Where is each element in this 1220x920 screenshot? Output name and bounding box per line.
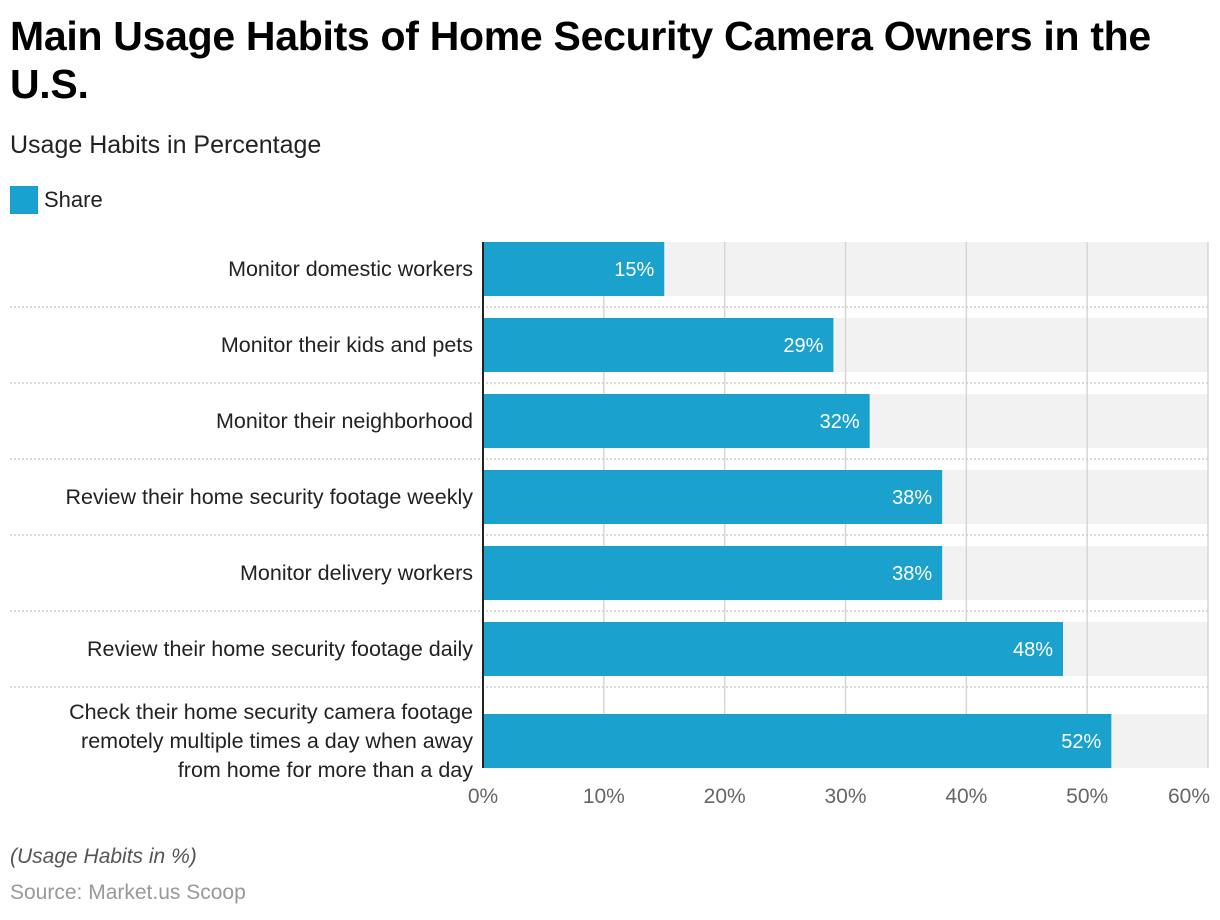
category-label-3: Review their home security footage weekl… xyxy=(66,485,474,509)
bar-value-label-0: 15% xyxy=(614,259,654,281)
category-label-6-line-1: remotely multiple times a day when away xyxy=(81,729,473,753)
x-tick-label-10: 10% xyxy=(583,785,625,808)
bar-6 xyxy=(483,714,1112,768)
bar-value-label-2: 32% xyxy=(820,411,860,433)
chart-source: Source: Market.us Scoop xyxy=(10,881,246,904)
x-tick-label-40: 40% xyxy=(945,785,987,808)
bar-value-label-5: 48% xyxy=(1013,639,1053,661)
category-label-0: Monitor domestic workers xyxy=(228,257,473,281)
category-label-6-line-0: Check their home security camera footage xyxy=(69,700,473,724)
bar-value-label-4: 38% xyxy=(892,563,932,585)
chart-subtitle: Usage Habits in Percentage xyxy=(10,131,322,159)
x-tick-label-60: 60% xyxy=(1168,785,1210,808)
bar-0 xyxy=(483,242,665,296)
bar-value-label-6: 52% xyxy=(1061,731,1101,753)
category-label-4: Monitor delivery workers xyxy=(240,561,473,585)
category-label-6-line-2: from home for more than a day xyxy=(178,758,473,782)
legend: Share xyxy=(10,186,103,214)
category-label-2: Monitor their neighborhood xyxy=(216,409,473,433)
x-tick-label-50: 50% xyxy=(1066,785,1108,808)
legend-swatch-share xyxy=(10,186,38,214)
bar-2 xyxy=(483,394,870,448)
chart-footnote: (Usage Habits in %) xyxy=(10,845,197,868)
x-tick-label-30: 30% xyxy=(824,785,866,808)
bar-1 xyxy=(483,318,834,372)
chart-title: Main Usage Habits of Home Security Camer… xyxy=(10,13,1151,107)
bar-4 xyxy=(483,546,943,600)
category-label-5: Review their home security footage daily xyxy=(87,637,473,661)
bar-value-label-3: 38% xyxy=(892,487,932,509)
bar-value-label-1: 29% xyxy=(783,335,823,357)
x-tick-label-20: 20% xyxy=(704,785,746,808)
category-label-1: Monitor their kids and pets xyxy=(221,333,473,357)
bar-5 xyxy=(483,622,1063,676)
x-tick-label-0: 0% xyxy=(468,785,498,808)
legend-label-share: Share xyxy=(44,187,103,212)
bar-3 xyxy=(483,470,943,524)
